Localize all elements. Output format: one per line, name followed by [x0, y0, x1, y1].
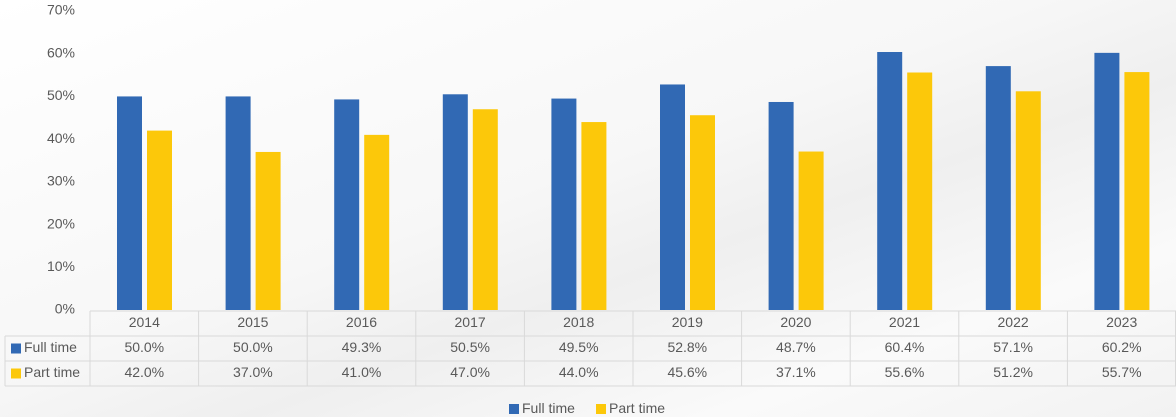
table-value: 44.0%	[559, 364, 599, 380]
bar	[255, 151, 281, 310]
x-tick-label: 2018	[563, 314, 594, 330]
bar	[1124, 72, 1150, 311]
bar	[442, 94, 468, 311]
bar	[147, 130, 172, 310]
legend-swatch	[11, 343, 21, 354]
x-tick-label: 2014	[129, 314, 160, 330]
bar	[364, 134, 390, 310]
table-row-header: Full time	[24, 339, 77, 355]
bar	[117, 96, 142, 310]
y-tick-label: 60%	[47, 44, 75, 60]
bar	[225, 96, 251, 310]
y-tick-label: 70%	[47, 2, 75, 18]
table-value: 42.0%	[124, 364, 164, 380]
bar	[1015, 91, 1041, 310]
table-value: 41.0%	[342, 364, 382, 380]
y-tick-label: 40%	[47, 130, 75, 146]
x-tick-label: 2023	[1106, 314, 1137, 330]
table-value: 55.7%	[1102, 364, 1142, 380]
bar	[690, 115, 715, 310]
bar	[768, 101, 794, 310]
table-value: 37.1%	[776, 364, 816, 380]
bar	[877, 52, 903, 311]
x-tick-label: 2016	[346, 314, 377, 330]
table-value: 50.0%	[124, 339, 164, 355]
table-value: 60.2%	[1102, 339, 1142, 355]
table-value: 49.3%	[342, 339, 382, 355]
bar	[581, 122, 607, 310]
table-value: 49.5%	[559, 339, 599, 355]
table-value: 50.0%	[233, 339, 273, 355]
bar	[551, 98, 577, 310]
table-value: 48.7%	[776, 339, 816, 355]
x-tick-label: 2019	[672, 314, 703, 330]
table-value: 47.0%	[450, 364, 490, 380]
table-value: 45.6%	[667, 364, 707, 380]
y-tick-label: 20%	[47, 215, 75, 231]
table-value: 50.5%	[450, 339, 490, 355]
x-tick-label: 2020	[780, 314, 811, 330]
y-tick-label: 50%	[47, 87, 75, 103]
table-value: 51.2%	[993, 364, 1033, 380]
y-tick-label: 10%	[47, 258, 75, 274]
bar	[334, 99, 360, 310]
table-value: 52.8%	[667, 339, 707, 355]
bar	[985, 66, 1011, 310]
y-tick-label: 0%	[55, 301, 75, 317]
x-tick-label: 2022	[998, 314, 1029, 330]
bar	[1094, 52, 1120, 311]
legend-swatch	[11, 368, 21, 379]
x-tick-label: 2015	[237, 314, 268, 330]
table-value: 37.0%	[233, 364, 273, 380]
legend-label: Full time	[522, 400, 575, 416]
legend-swatch	[596, 404, 606, 414]
legend-label: Part time	[609, 400, 665, 416]
legend-swatch	[509, 404, 519, 414]
y-tick-label: 30%	[47, 173, 75, 189]
table-value: 57.1%	[993, 339, 1033, 355]
table-value: 60.4%	[885, 339, 925, 355]
bar	[798, 151, 824, 310]
x-tick-label: 2017	[455, 314, 486, 330]
bar	[472, 109, 498, 310]
x-tick-label: 2021	[889, 314, 920, 330]
table-value: 55.6%	[885, 364, 925, 380]
table-row-header: Part time	[24, 364, 80, 380]
bar	[907, 72, 933, 310]
bar	[660, 84, 685, 311]
